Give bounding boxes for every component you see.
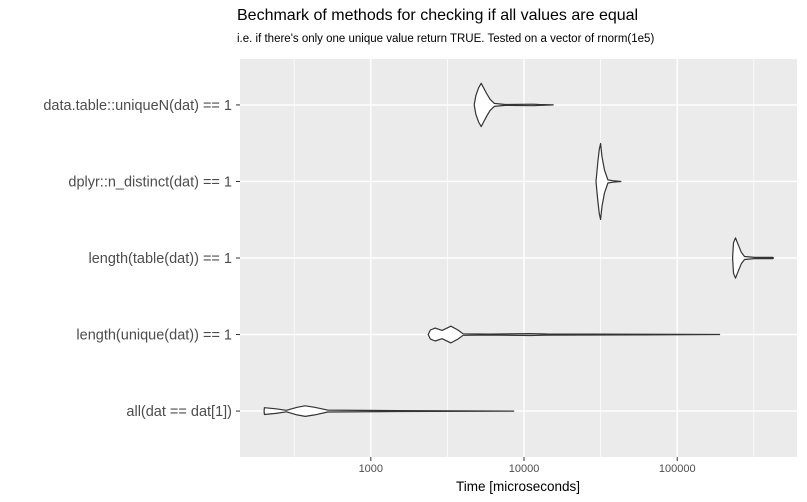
- violin: [427, 325, 721, 344]
- y-tick-label: all(dat == dat[1]): [126, 404, 232, 420]
- x-axis-title: Time [microseconds]: [456, 479, 580, 494]
- x-axis: 1000 10000 100000: [359, 457, 696, 475]
- y-tick-label: data.table::uniqueN(dat) == 1: [43, 98, 232, 114]
- violins: [263, 82, 775, 417]
- x-tick-label: 1000: [359, 463, 383, 475]
- chart-title: Bechmark of methods for checking if all …: [237, 7, 638, 24]
- violin: [595, 142, 622, 221]
- y-axis: data.table::uniqueN(dat) == 1dplyr::n_di…: [43, 98, 240, 420]
- y-tick-label: length(unique(dat)) == 1: [76, 328, 232, 344]
- violin: [263, 405, 515, 417]
- x-tick-label: 100000: [659, 463, 696, 475]
- y-tick-label: length(table(dat)) == 1: [89, 251, 232, 267]
- violin: [473, 82, 554, 128]
- chart-subtitle: i.e. if there's only one unique value re…: [237, 33, 654, 45]
- x-tick-label: 10000: [509, 463, 540, 475]
- violin: [732, 237, 775, 279]
- y-tick-label: dplyr::n_distinct(dat) == 1: [68, 174, 232, 190]
